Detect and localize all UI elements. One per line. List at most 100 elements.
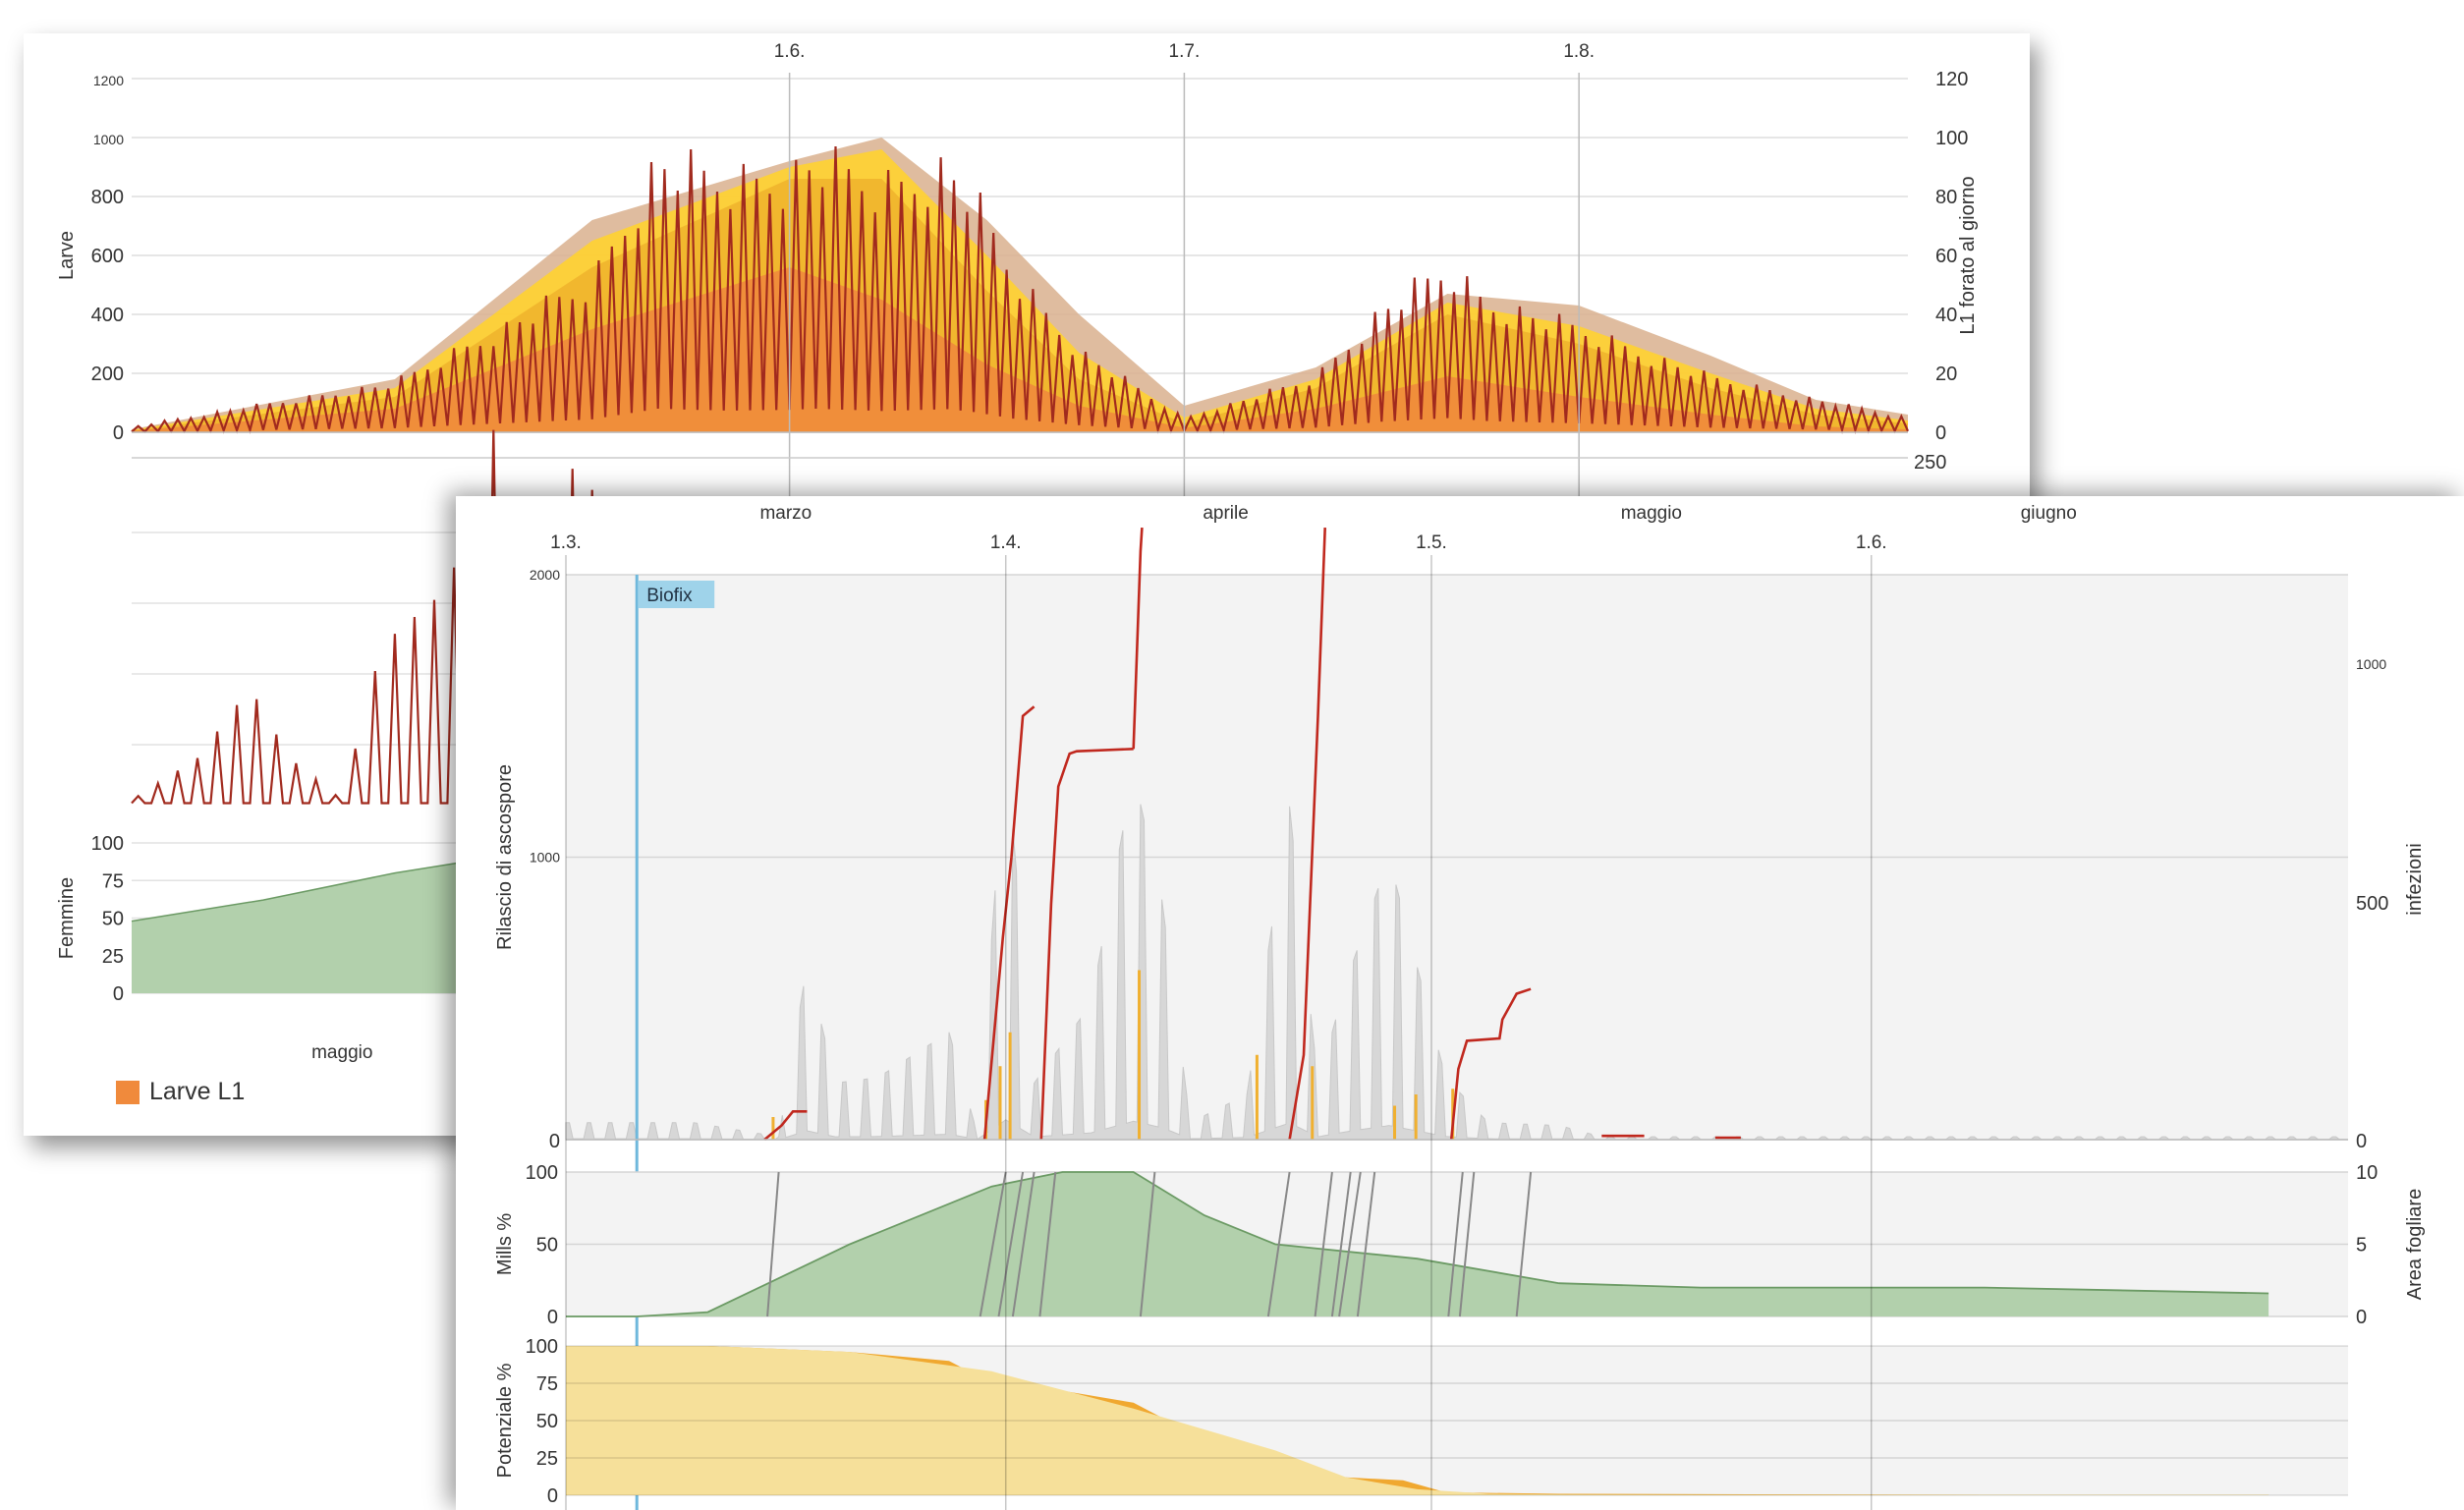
y-axis-title-right: infezioni [2404,843,2426,915]
mills-line [1458,1171,1476,1317]
infection-line-segment [1449,987,1532,1141]
y-tick-right: 40 [1935,305,1957,326]
y-tick-left: 100 [526,1336,558,1358]
y-tick-left: 50 [536,1235,558,1257]
y-tick-left: 200 [91,364,124,385]
date-tick: 1.3. [550,532,582,553]
infection-line-segment [763,1110,808,1141]
y-tick-right: 60 [1935,246,1957,267]
y-tick-left: 0 [549,1131,560,1152]
mills-line [1356,1171,1376,1317]
y-tick-right: 0 [2356,1131,2367,1152]
release-bar [1008,1032,1012,1140]
y-tick-right: 120 [1935,69,1968,90]
y-tick-right: 250 [1914,452,1946,474]
date-tick: 1.4. [990,532,1022,553]
y-tick-right: 100 [1935,128,1968,149]
y-tick-right: 500 [2356,893,2388,915]
release-bar [1255,1054,1259,1140]
infection-line-segment [982,705,1036,1141]
larvae-panel: 120010008006004002000120100806040200Larv… [56,69,1979,444]
mills-line [1515,1171,1533,1317]
y-axis-title-left: Rilascio di ascospore [494,764,516,950]
ascospore-chart: marzo aprile maggio giugno 1.3. 1.4. 1.5. 1.6. 2… [494,503,2426,1510]
y-tick-left: 1000 [93,132,124,147]
y-tick-right: 10 [2356,1162,2378,1184]
y-tick-left: 100 [91,833,124,855]
y-axis-title-potential: Potenziale % [494,1363,516,1478]
y-tick-left: 25 [102,946,124,968]
infection-line-segment [1039,748,1134,1141]
biofix-label: Biofix [646,586,693,606]
date-tick: 1.7. [1169,41,1201,62]
y-tick-left: 100 [526,1162,558,1184]
leaf-area-line [566,1171,2269,1317]
y-tick-left: 1000 [530,850,560,866]
l1-drillings-line [131,145,1910,434]
legend-label-larve-l1: Larve L1 [149,1078,246,1105]
y-tick-left: 50 [536,1411,558,1432]
mills-line [1338,1171,1362,1317]
y-tick-left: 0 [547,1307,558,1328]
chart-legend[interactable]: Larve L1 [116,1078,245,1106]
mills-line [766,1171,780,1317]
biofix-tag [638,581,715,608]
y-tick-left: 75 [102,870,124,892]
month-label: aprile [1203,503,1248,524]
mills-line [1011,1171,1036,1317]
mills-line [1139,1171,1156,1317]
mills-line [1330,1171,1352,1317]
leaf-area [566,1172,2269,1316]
release-bar [1414,1094,1418,1140]
y-tick-right: 0 [1935,422,1946,444]
release-bar [771,1117,775,1140]
month-label: marzo [759,503,812,524]
infection-line-segment [1132,528,1144,750]
y-axis-title-leaf: Area fogliare [2404,1189,2426,1300]
y-tick-left: 400 [91,305,124,326]
legend-swatch-larve-l1 [116,1080,140,1104]
y-tick-left: 800 [91,187,124,208]
release-bar [998,1066,1002,1140]
ascospore-chart-card: marzo aprile maggio giugno 1.3. 1.4. 1.5. 1.6. 2… [456,496,2464,1510]
y-tick-left: 75 [536,1373,558,1395]
y-axis-title-mills: Mills % [494,1213,516,1276]
mills-line [1314,1171,1333,1317]
y-axis-title-left: Larve [56,231,78,280]
mills-line [1038,1171,1057,1317]
potential-area-light [566,1346,2269,1495]
y-tick-right: 5 [2356,1235,2367,1257]
release-bar [1393,1105,1397,1140]
mills-line [1266,1171,1291,1317]
mills-line [1447,1171,1464,1317]
mills-line [979,1171,1007,1317]
y-tick-left: 0 [547,1485,558,1507]
month-label: maggio [311,1042,372,1063]
date-tick: 1.5. [1416,532,1447,553]
mills-line [997,1171,1025,1317]
y-tick-left: 25 [536,1448,558,1470]
date-tick: 1.6. [774,41,806,62]
y-tick-left: 2000 [530,567,560,583]
y-tick-right: 1000 [2356,656,2386,672]
date-tick: 1.8. [1563,41,1595,62]
area-series-4 [132,267,1908,432]
y-tick-left: 50 [102,909,124,930]
y-tick-right: 20 [1935,364,1957,385]
y-tick-right: 80 [1935,187,1957,208]
month-label: maggio [1621,503,1682,524]
y-tick-left: 0 [113,422,124,444]
release-bar [1138,970,1142,1140]
y-tick-left: 0 [113,983,124,1005]
infection-line-segment [1288,528,1326,1141]
potential-panel: 100 75 50 25 0 Potenziale % [494,1336,2348,1507]
y-tick-left: 600 [91,246,124,267]
release-bar [1311,1066,1315,1140]
y-axis-title-femmine: Femmine [56,877,78,959]
date-tick: 1.6. [1856,532,1887,553]
y-tick-left: 1200 [93,73,124,88]
month-label: giugno [2021,503,2077,524]
y-axis-title-right: L1 forato al giorno [1957,176,1979,334]
